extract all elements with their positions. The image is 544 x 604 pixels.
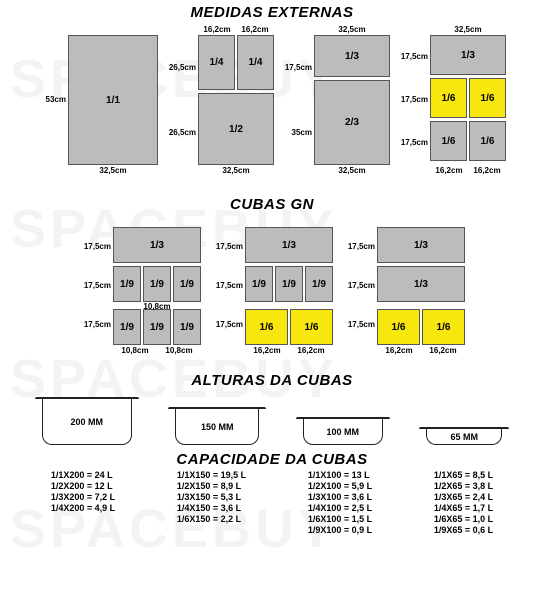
title-capacity: CAPACIDADE DA CUBAS [0, 451, 544, 468]
height-100MM: 100 MM [303, 417, 383, 445]
capacity-col2: 1/1X150 = 19,5 L1/2X150 = 8,9 L1/3X150 =… [177, 470, 246, 535]
height-200MM: 200 MM [42, 397, 132, 445]
title-external: MEDIDAS EXTERNAS [0, 4, 544, 21]
pan-1-6: 1/6 [422, 309, 465, 345]
capacity-col3: 1/1X100 = 13 L1/2X100 = 5,9 L1/3X100 = 3… [308, 470, 372, 535]
external-diagrams: 1/153cm32,5cm1/41/41/226,5cm26,5cm16,2cm… [0, 23, 544, 182]
pan-1-9: 1/9 [143, 309, 171, 345]
pan-1-3: 1/3 [430, 35, 506, 75]
title-heights: ALTURAS DA CUBAS [0, 372, 544, 389]
pan-1-3: 1/3 [113, 227, 201, 263]
pan-1-3: 1/3 [314, 35, 390, 77]
pan-1-9: 1/9 [305, 266, 333, 302]
capacity-col1: 1/1X200 = 24 L1/2X200 = 12 L1/3X200 = 7,… [51, 470, 115, 535]
pan-1-3: 1/3 [245, 227, 333, 263]
pan-1-6: 1/6 [430, 121, 467, 161]
pan-1-6: 1/6 [469, 78, 506, 118]
pan-1-6: 1/6 [430, 78, 467, 118]
pan-1-2: 1/2 [198, 93, 274, 165]
pan-1-9: 1/9 [113, 309, 141, 345]
pan-1-9: 1/9 [275, 266, 303, 302]
pan-1-9: 1/9 [143, 266, 171, 302]
pan-1-9: 1/9 [113, 266, 141, 302]
pan-1-6: 1/6 [245, 309, 288, 345]
pan-1-9: 1/9 [245, 266, 273, 302]
pan-1-1: 1/1 [68, 35, 158, 165]
capacity-col4: 1/1X65 = 8,5 L1/2X65 = 3,8 L1/3X65 = 2,4… [434, 470, 493, 535]
gn-diagrams: 1/31/91/91/91/91/91/917,5cm17,5cm17,5cm1… [0, 215, 544, 362]
heights-diagrams: 200 MM 150 MM 100 MM 65 MM [0, 391, 544, 447]
pan-1-6: 1/6 [469, 121, 506, 161]
pan-2-3: 2/3 [314, 80, 390, 165]
pan-1-3: 1/3 [377, 227, 465, 263]
pan-1-6: 1/6 [377, 309, 420, 345]
capacity-table: 1/1X200 = 24 L1/2X200 = 12 L1/3X200 = 7,… [0, 470, 544, 535]
pan-1-9: 1/9 [173, 309, 201, 345]
pan-1-9: 1/9 [173, 266, 201, 302]
pan-1-4: 1/4 [237, 35, 274, 90]
pan-1-3: 1/3 [377, 266, 465, 302]
pan-1-4: 1/4 [198, 35, 235, 90]
height-65MM: 65 MM [426, 427, 502, 445]
pan-1-6: 1/6 [290, 309, 333, 345]
title-gn: CUBAS GN [0, 196, 544, 213]
height-150MM: 150 MM [175, 407, 259, 445]
